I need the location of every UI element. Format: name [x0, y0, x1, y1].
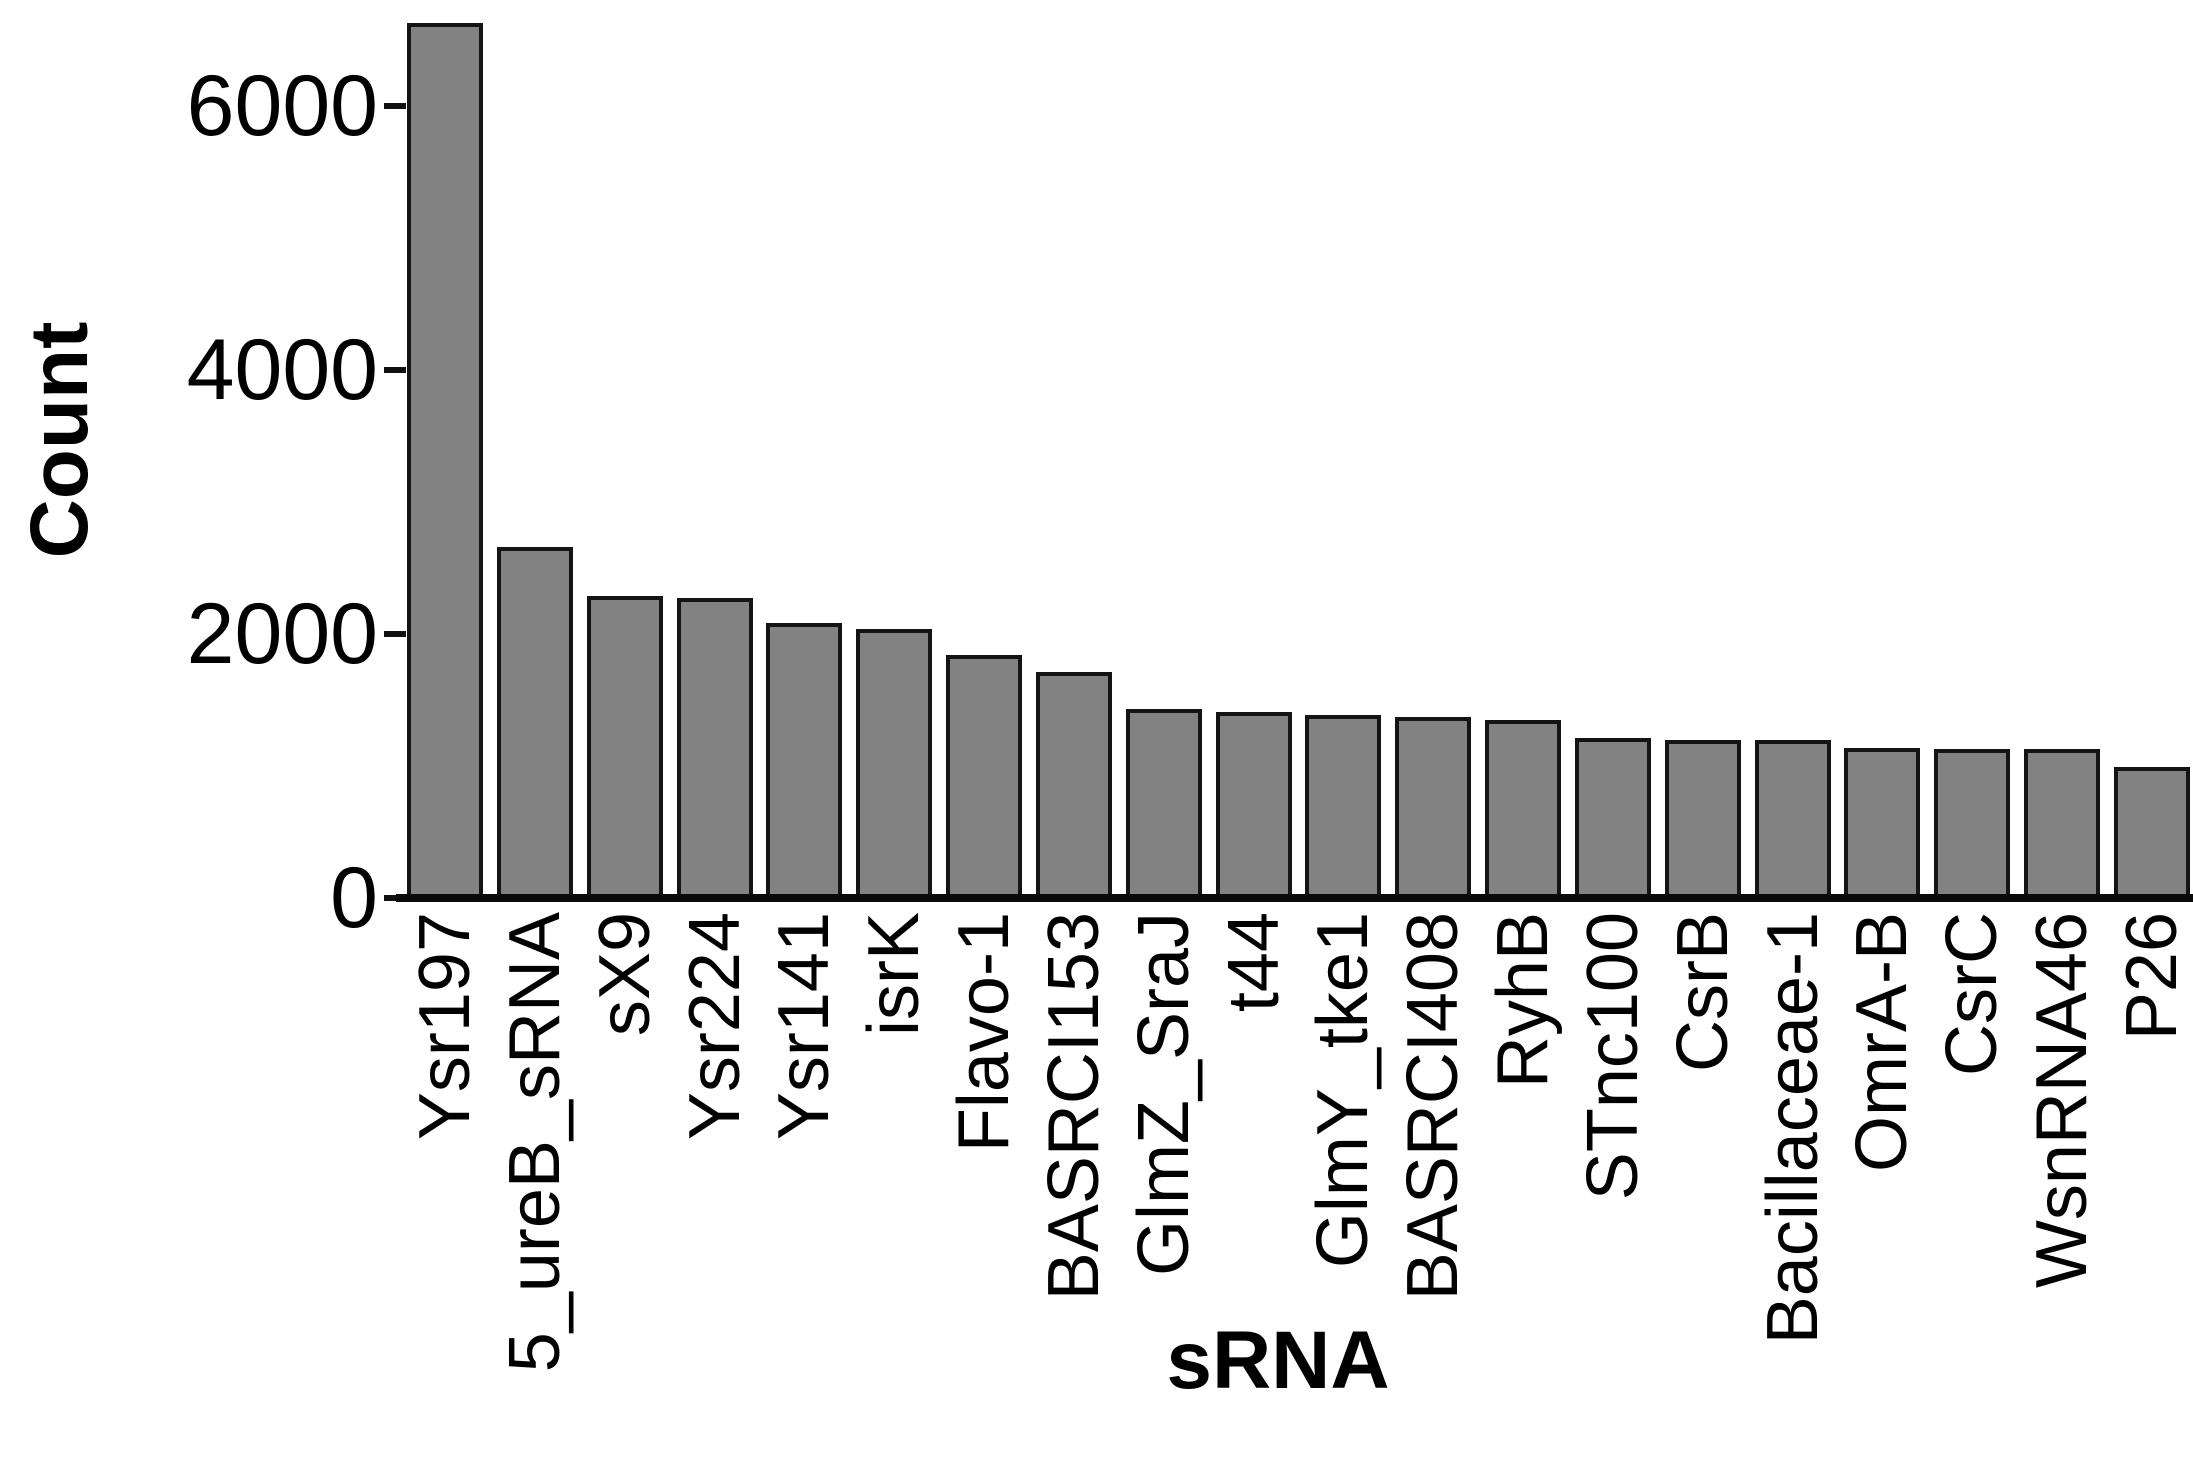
bar [766, 623, 842, 898]
bar [1305, 715, 1381, 898]
y-tick-mark [384, 103, 406, 109]
bar [1844, 748, 1920, 898]
bar [1575, 738, 1651, 898]
bar [1485, 720, 1561, 898]
bar [497, 547, 573, 898]
x-axis-line [396, 894, 2193, 902]
bar [1665, 740, 1741, 898]
y-tick-label: 2000 [186, 586, 378, 682]
y-axis-title: Count [14, 321, 105, 559]
bar [2114, 767, 2190, 898]
y-tick-label: 6000 [186, 58, 378, 154]
y-tick-mark [384, 895, 406, 901]
bar [1395, 717, 1471, 898]
bar [1755, 740, 1831, 898]
bar [1216, 712, 1292, 898]
bar [1934, 749, 2010, 898]
y-tick-label: 0 [330, 850, 378, 946]
bar [407, 23, 483, 898]
x-axis-title: sRNA [1166, 1315, 1390, 1406]
bar [856, 629, 932, 898]
y-tick-label: 4000 [186, 322, 378, 418]
bar [946, 655, 1022, 898]
bar [1126, 709, 1202, 898]
bar [677, 598, 753, 898]
y-tick-mark [384, 631, 406, 637]
y-tick-mark [384, 367, 406, 373]
bar [1036, 672, 1112, 898]
bar [2024, 749, 2100, 898]
bar [587, 596, 663, 898]
